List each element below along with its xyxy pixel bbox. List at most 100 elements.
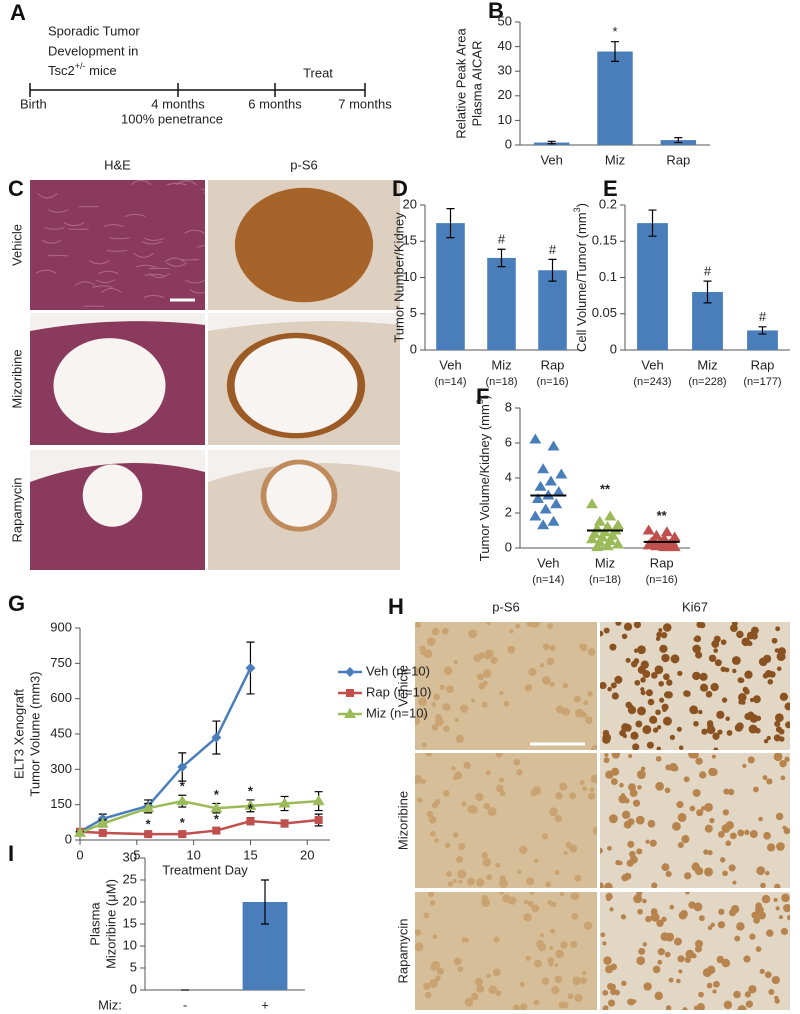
x-sub-label: (n=243) — [633, 376, 671, 388]
x-sub-label: (n=177) — [743, 376, 781, 388]
significance-mark: ** — [657, 508, 668, 523]
nucleus — [707, 925, 713, 931]
micrograph — [415, 622, 597, 750]
nucleus — [530, 622, 540, 628]
nucleus — [677, 813, 687, 822]
column-header: p-S6 — [290, 157, 317, 172]
nucleus — [604, 753, 609, 758]
nucleus — [574, 874, 582, 882]
nucleus — [575, 708, 584, 718]
nucleus — [647, 819, 656, 828]
nucleus — [654, 665, 664, 675]
nucleus — [602, 729, 610, 737]
nucleus — [655, 709, 661, 716]
nucleus — [512, 1004, 520, 1010]
nucleus — [673, 937, 682, 946]
nucleus — [620, 914, 627, 920]
nucleus — [621, 633, 628, 640]
nucleus — [611, 753, 620, 759]
texture — [74, 281, 96, 287]
data-point — [539, 503, 552, 514]
nucleus — [421, 742, 427, 748]
nucleus — [725, 840, 732, 847]
nucleus — [487, 807, 497, 817]
nucleus — [418, 697, 427, 707]
nucleus — [779, 692, 789, 701]
nucleus — [549, 807, 558, 817]
y-tick-label: 900 — [50, 619, 72, 634]
data-point — [593, 515, 606, 526]
nucleus — [728, 864, 736, 872]
nucleus — [775, 906, 780, 911]
nucleus — [766, 778, 773, 785]
data-point — [529, 510, 542, 521]
row-label: Mizoribine — [9, 349, 24, 408]
data-point — [98, 828, 107, 837]
nucleus — [559, 892, 565, 897]
y-axis-label: Tumor Volume (mm3) — [27, 671, 42, 796]
significance-mark: # — [498, 232, 506, 247]
micrograph-content — [30, 180, 205, 310]
legend-marker — [344, 708, 356, 718]
nucleus — [669, 734, 676, 741]
x-sub-label: (n=16) — [646, 574, 678, 586]
nucleus — [698, 915, 705, 922]
data-point — [591, 541, 604, 552]
nucleus — [691, 953, 697, 959]
nucleus — [677, 841, 684, 849]
nucleus — [434, 838, 439, 843]
data-point — [74, 826, 86, 837]
nucleus — [507, 645, 515, 654]
data-point — [550, 498, 563, 509]
nucleus — [744, 991, 751, 998]
nucleus — [485, 770, 491, 776]
nucleus — [736, 630, 744, 639]
data-point — [531, 493, 544, 503]
panel-label: B — [488, 0, 504, 23]
significance-mark: # — [549, 242, 557, 257]
nucleus — [683, 690, 690, 697]
nucleus — [688, 901, 696, 909]
nucleus — [423, 982, 431, 991]
y-tick-label: 0 — [505, 136, 512, 151]
nucleus — [442, 703, 450, 711]
nucleus — [681, 834, 690, 844]
nucleus — [435, 713, 442, 721]
x-tick-label: 15 — [243, 847, 257, 862]
micrograph-content — [30, 313, 205, 445]
nucleus — [458, 879, 463, 884]
nucleus — [652, 727, 659, 733]
nucleus — [520, 1003, 528, 1010]
nucleus — [600, 681, 607, 690]
nucleus — [542, 676, 551, 685]
x-tick-label: Miz — [595, 555, 615, 570]
micrograph — [30, 450, 205, 570]
micrograph-content — [600, 753, 790, 888]
nucleus — [547, 623, 554, 629]
x-tick-label: - — [183, 997, 187, 1012]
nucleus — [704, 824, 713, 833]
nucleus — [415, 774, 422, 784]
nucleus — [584, 716, 593, 724]
nucleus — [652, 965, 661, 974]
nucleus — [734, 723, 743, 732]
nucleus — [490, 656, 498, 664]
nucleus — [656, 919, 664, 927]
nucleus — [676, 978, 681, 984]
nucleus — [655, 755, 662, 762]
nucleus — [758, 816, 763, 822]
micrograph — [600, 753, 790, 888]
nucleus — [607, 845, 612, 851]
texture — [143, 295, 164, 299]
nucleus — [622, 734, 627, 739]
nucleus — [467, 877, 475, 886]
nucleus — [703, 849, 709, 855]
y-tick-label: 15 — [123, 915, 137, 930]
nucleus — [656, 746, 662, 750]
nucleus — [699, 672, 708, 681]
data-point — [245, 663, 256, 674]
nucleus — [642, 942, 647, 947]
nucleus — [468, 629, 477, 639]
nucleus — [534, 959, 542, 968]
nucleus — [662, 623, 672, 632]
